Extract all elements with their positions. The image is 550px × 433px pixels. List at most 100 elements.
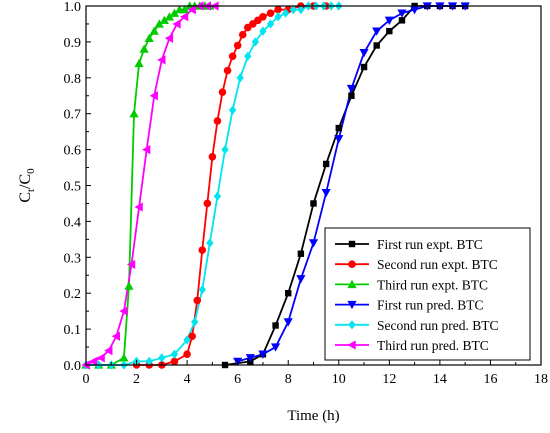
data-point [208,152,217,161]
y-tick-label: 0.9 [64,36,82,51]
data-point [285,290,292,297]
data-point [322,160,330,168]
legend-marker [348,240,356,248]
data-point [274,12,282,22]
x-tick-label: 18 [534,372,548,387]
data-point [397,9,407,18]
y-tick-label: 1.0 [64,0,82,15]
data-point [187,4,196,15]
data-point [164,12,175,21]
data-point [179,12,189,22]
data-point [183,350,191,359]
data-point [213,191,222,201]
data-point [335,124,342,132]
data-point [198,285,206,295]
data-point [310,200,317,207]
data-point [283,318,293,327]
data-point [348,92,355,99]
data-point [198,246,207,254]
data-point [159,15,169,25]
x-tick-label: 10 [332,372,346,387]
data-point [233,41,242,50]
data-point [272,322,279,329]
data-point [104,346,113,356]
data-point [321,189,331,198]
y-tick-label: 0.2 [64,287,82,302]
data-point [334,135,344,144]
data-point [360,63,368,71]
data-point [172,19,181,29]
data-point [191,317,199,327]
x-axis: 0 2 4 6 8 10 12 14 16 18 [83,360,548,387]
legend-marker [347,340,356,350]
data-point [245,354,255,363]
legend: First run expt. BTC Second run expt. BTC T… [324,227,531,361]
x-tick-label: 0 [83,372,90,387]
data-point [359,48,369,58]
data-point [188,332,196,341]
data-point [179,4,190,14]
data-point [149,91,158,101]
x-tick-label: 14 [433,372,447,387]
data-point [164,33,174,43]
data-point [134,202,143,212]
data-point [119,353,129,362]
data-point [274,5,282,14]
x-tick-label: 4 [184,372,191,387]
data-point [206,238,214,248]
y-tick-label: 0.3 [64,251,82,266]
y-tick-label: 0.0 [64,359,82,374]
legend-label: Second run pred. BTC [377,318,498,333]
data-point [223,66,232,75]
y-tick-label: 0.5 [64,180,82,195]
data-point [134,58,144,68]
data-point [119,306,128,316]
data-point [158,353,166,363]
data-point [297,4,305,15]
data-point [129,109,139,118]
data-point [266,19,275,29]
legend-label: First run expt. BTC [377,237,483,252]
legend-label: Third run expt. BTC [377,277,488,292]
x-tick-label: 6 [234,372,241,387]
data-point [157,55,166,65]
data-point [193,296,202,305]
legend-label: Third run pred. BTC [377,338,489,353]
x-tick-label: 16 [483,372,497,387]
data-point [213,117,222,125]
series-line-3 [86,5,210,366]
data-point [149,26,159,35]
data-point [259,12,267,21]
data-point [126,259,136,270]
data-point [170,349,179,359]
data-point [139,44,149,53]
y-label-sub-t: t [25,189,37,192]
data-point [170,357,179,366]
y-label-mid: /C [17,174,34,189]
data-point [142,145,151,155]
y-tick-label: 0.6 [64,144,82,159]
legend-label: Second run expt. BTC [377,257,498,272]
y-axis: 0.0 0.1 0.2 0.3 0.4 0.5 0.6 0.7 0.8 0.9 1.0 [64,0,91,374]
data-point [384,16,394,25]
data-point [282,8,290,18]
data-point [154,19,164,28]
data-point [259,26,267,36]
data-point [96,353,105,363]
data-point [124,281,134,290]
x-tick-label: 12 [382,372,396,387]
data-point [169,8,180,17]
data-point [236,73,244,83]
legend-box [324,227,531,361]
data-point [221,145,229,155]
data-point [289,4,297,15]
data-point [308,239,319,248]
legend-marker [347,300,357,310]
data-point [145,356,153,367]
data-point [251,37,260,47]
legend-marker [347,279,357,289]
data-point [270,343,281,352]
x-tick-label: 2 [133,372,140,387]
data-point [203,199,212,208]
data-point [218,88,227,96]
